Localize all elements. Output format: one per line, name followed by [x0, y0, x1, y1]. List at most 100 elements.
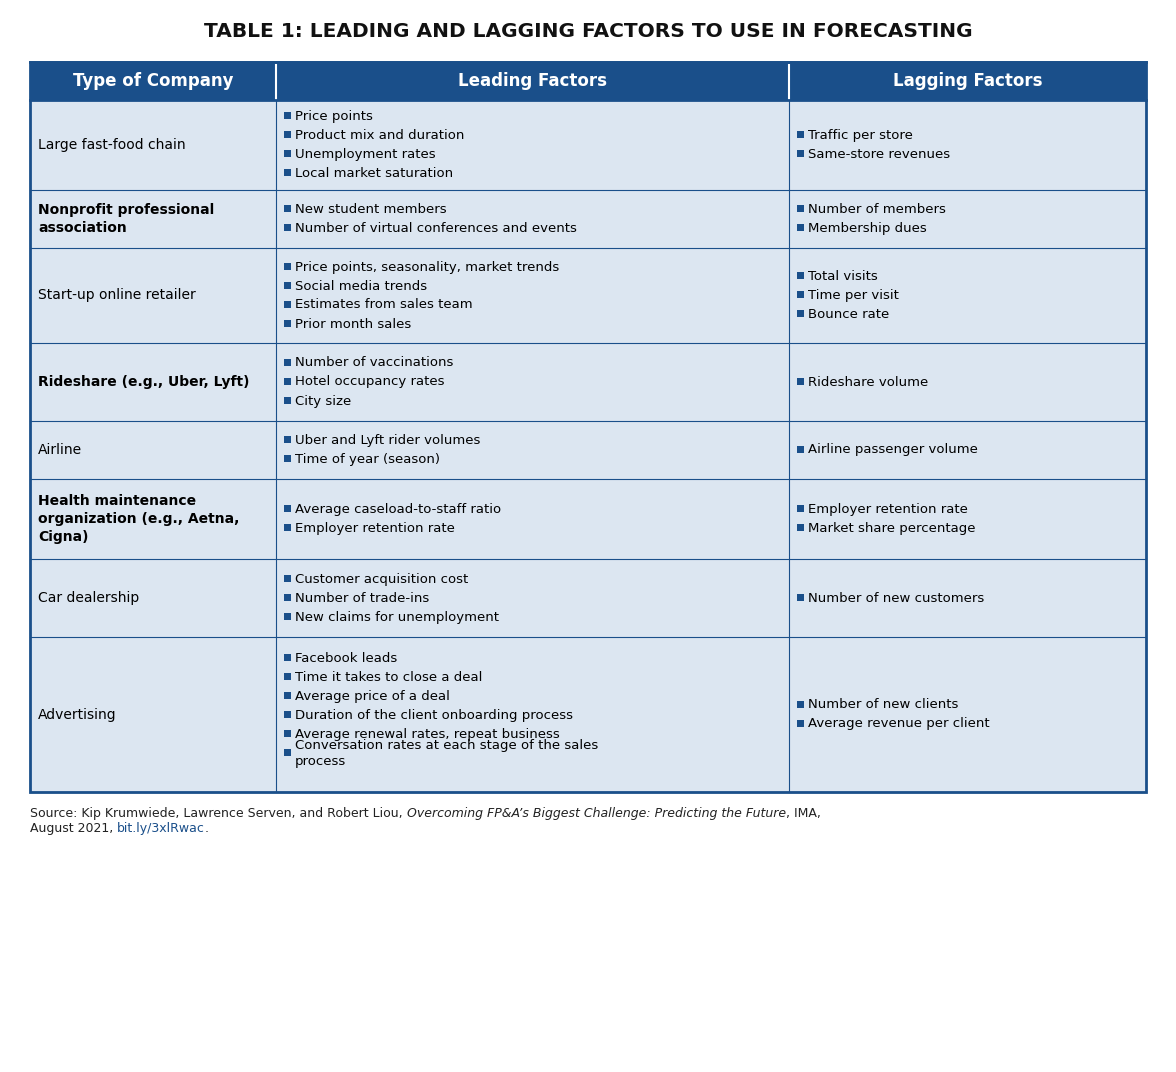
FancyBboxPatch shape [789, 190, 1145, 248]
Text: Number of trade-ins: Number of trade-ins [294, 592, 429, 605]
Text: New claims for unemployment: New claims for unemployment [294, 610, 499, 624]
FancyBboxPatch shape [31, 248, 275, 343]
Text: Average caseload-to-staff ratio: Average caseload-to-staff ratio [294, 503, 501, 516]
FancyBboxPatch shape [797, 700, 804, 708]
Text: Local market saturation: Local market saturation [294, 167, 453, 180]
Text: Lagging Factors: Lagging Factors [893, 72, 1042, 90]
FancyBboxPatch shape [31, 62, 275, 100]
FancyBboxPatch shape [31, 559, 275, 637]
Text: Social media trends: Social media trends [294, 280, 427, 293]
FancyBboxPatch shape [275, 479, 789, 559]
FancyBboxPatch shape [31, 100, 275, 190]
FancyBboxPatch shape [283, 654, 290, 661]
Text: Advertising: Advertising [38, 708, 116, 721]
FancyBboxPatch shape [275, 421, 789, 479]
FancyBboxPatch shape [275, 100, 789, 190]
FancyBboxPatch shape [31, 637, 275, 792]
FancyBboxPatch shape [275, 190, 789, 248]
FancyBboxPatch shape [789, 421, 1145, 479]
FancyBboxPatch shape [797, 377, 804, 385]
Text: Overcoming FP&A’s Biggest Challenge: Predicting the Future: Overcoming FP&A’s Biggest Challenge: Pre… [407, 807, 786, 820]
FancyBboxPatch shape [283, 575, 290, 581]
Text: bit.ly/3xlRwac: bit.ly/3xlRwac [118, 822, 205, 835]
FancyBboxPatch shape [283, 594, 290, 600]
FancyBboxPatch shape [797, 505, 804, 512]
FancyBboxPatch shape [283, 358, 290, 366]
FancyBboxPatch shape [283, 377, 290, 385]
Text: Start-up online retailer: Start-up online retailer [38, 288, 195, 302]
FancyBboxPatch shape [789, 343, 1145, 421]
FancyBboxPatch shape [797, 719, 804, 727]
Text: Rideshare volume: Rideshare volume [808, 375, 928, 388]
FancyBboxPatch shape [283, 711, 290, 718]
FancyBboxPatch shape [275, 343, 789, 421]
Text: Bounce rate: Bounce rate [808, 308, 889, 321]
FancyBboxPatch shape [275, 62, 789, 100]
Text: Health maintenance
organization (e.g., Aetna,
Cigna): Health maintenance organization (e.g., A… [38, 493, 240, 545]
FancyBboxPatch shape [31, 190, 275, 248]
FancyBboxPatch shape [283, 263, 290, 269]
Text: Type of Company: Type of Company [73, 72, 233, 90]
FancyBboxPatch shape [283, 224, 290, 230]
FancyBboxPatch shape [31, 421, 275, 479]
Text: Time it takes to close a deal: Time it takes to close a deal [294, 671, 482, 684]
Text: Number of vaccinations: Number of vaccinations [294, 357, 453, 370]
Text: Total visits: Total visits [808, 270, 877, 283]
FancyBboxPatch shape [789, 559, 1145, 637]
Text: Product mix and duration: Product mix and duration [294, 129, 463, 142]
Text: Time per visit: Time per visit [808, 289, 898, 302]
FancyBboxPatch shape [283, 505, 290, 512]
FancyBboxPatch shape [283, 111, 290, 119]
Text: Number of virtual conferences and events: Number of virtual conferences and events [294, 222, 576, 235]
Text: New student members: New student members [294, 203, 446, 215]
Text: Average price of a deal: Average price of a deal [294, 690, 449, 703]
Text: TABLE 1: LEADING AND LAGGING FACTORS TO USE IN FORECASTING: TABLE 1: LEADING AND LAGGING FACTORS TO … [203, 23, 973, 41]
FancyBboxPatch shape [283, 150, 290, 157]
FancyBboxPatch shape [789, 479, 1145, 559]
Text: Employer retention rate: Employer retention rate [808, 503, 968, 516]
FancyBboxPatch shape [283, 169, 290, 176]
FancyBboxPatch shape [797, 150, 804, 157]
FancyBboxPatch shape [797, 205, 804, 212]
Text: Hotel occupancy rates: Hotel occupancy rates [294, 375, 445, 388]
Text: Car dealership: Car dealership [38, 591, 139, 605]
FancyBboxPatch shape [789, 100, 1145, 190]
Text: Estimates from sales team: Estimates from sales team [294, 298, 472, 312]
FancyBboxPatch shape [797, 272, 804, 279]
FancyBboxPatch shape [797, 310, 804, 317]
FancyBboxPatch shape [797, 224, 804, 230]
Text: Leading Factors: Leading Factors [457, 72, 607, 90]
Text: Average revenue per client: Average revenue per client [808, 717, 989, 730]
FancyBboxPatch shape [283, 300, 290, 308]
Text: Customer acquisition cost: Customer acquisition cost [294, 572, 468, 585]
FancyBboxPatch shape [283, 282, 290, 288]
FancyBboxPatch shape [283, 749, 290, 756]
FancyBboxPatch shape [797, 131, 804, 138]
FancyBboxPatch shape [283, 131, 290, 138]
Text: Unemployment rates: Unemployment rates [294, 148, 435, 161]
Text: City size: City size [294, 394, 350, 407]
FancyBboxPatch shape [797, 291, 804, 298]
Text: Duration of the client onboarding process: Duration of the client onboarding proces… [294, 709, 573, 723]
FancyBboxPatch shape [797, 594, 804, 600]
Text: Rideshare (e.g., Uber, Lyft): Rideshare (e.g., Uber, Lyft) [38, 375, 249, 389]
FancyBboxPatch shape [275, 248, 789, 343]
Text: Large fast-food chain: Large fast-food chain [38, 138, 186, 152]
FancyBboxPatch shape [283, 693, 290, 699]
Text: Employer retention rate: Employer retention rate [294, 522, 454, 535]
FancyBboxPatch shape [283, 673, 290, 680]
Text: Source: Kip Krumwiede, Lawrence Serven, and Robert Liou,: Source: Kip Krumwiede, Lawrence Serven, … [31, 807, 407, 820]
Text: Time of year (season): Time of year (season) [294, 453, 440, 466]
Text: Number of members: Number of members [808, 203, 946, 215]
Text: Price points, seasonality, market trends: Price points, seasonality, market trends [294, 260, 559, 273]
FancyBboxPatch shape [283, 455, 290, 462]
Text: August 2021,: August 2021, [31, 822, 118, 835]
Text: Same-store revenues: Same-store revenues [808, 148, 950, 161]
FancyBboxPatch shape [797, 446, 804, 452]
FancyBboxPatch shape [789, 637, 1145, 792]
FancyBboxPatch shape [283, 730, 290, 738]
FancyBboxPatch shape [283, 319, 290, 327]
Text: Membership dues: Membership dues [808, 222, 927, 235]
Text: Uber and Lyft rider volumes: Uber and Lyft rider volumes [294, 434, 480, 447]
FancyBboxPatch shape [31, 343, 275, 421]
